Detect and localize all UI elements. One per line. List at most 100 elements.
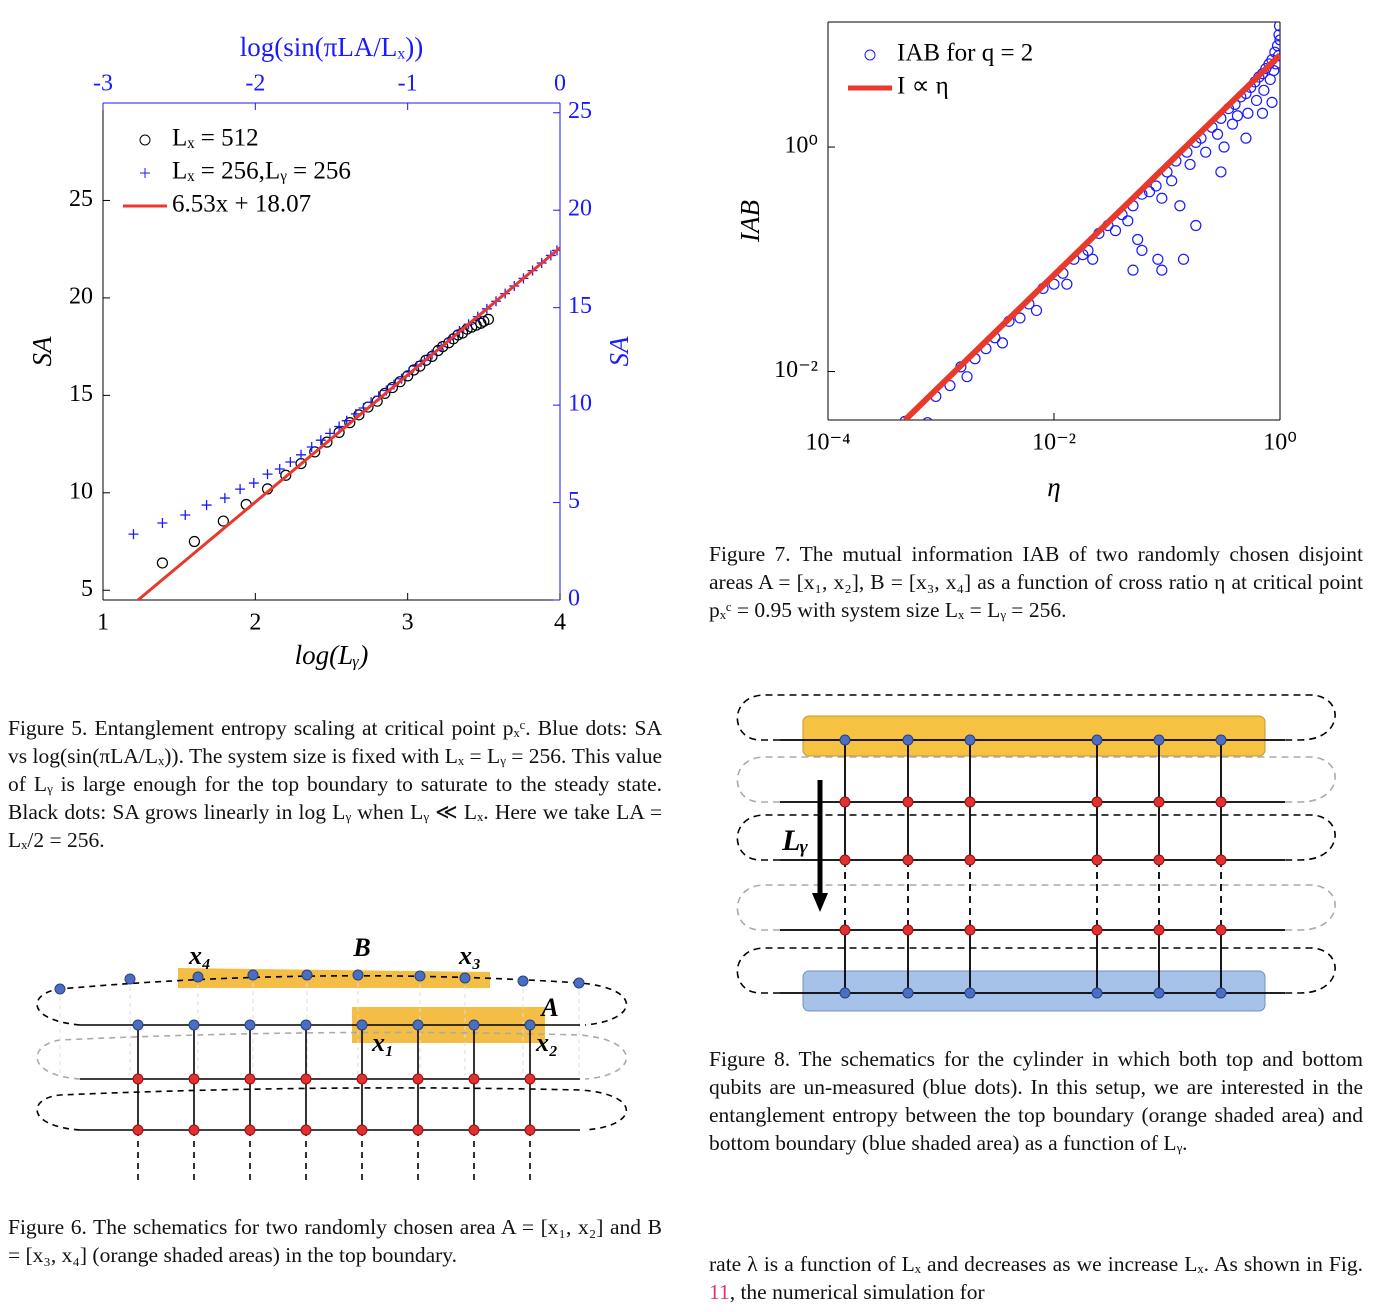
data-point	[296, 449, 307, 460]
plot-area	[899, 22, 1280, 420]
region-label: A	[539, 993, 558, 1022]
qubit	[1215, 734, 1227, 746]
tick-label: -2	[245, 71, 265, 97]
data-point	[217, 515, 229, 527]
region-label: x₂	[535, 1028, 558, 1057]
qubit	[414, 970, 426, 982]
qubit	[839, 734, 851, 746]
tick-label: 4	[554, 610, 566, 636]
qubit	[356, 1019, 368, 1031]
qubit	[964, 854, 976, 866]
data-point	[1166, 175, 1178, 187]
data-point	[1266, 96, 1278, 108]
tick-label: 25	[568, 98, 592, 124]
lattice-boundary	[736, 756, 1336, 803]
data-point	[1231, 110, 1244, 122]
tick-label: 15	[69, 381, 93, 407]
qubit	[468, 1073, 480, 1085]
tick-label: 0	[568, 586, 580, 612]
lattice-boundary	[736, 884, 1336, 931]
data-point	[394, 376, 406, 388]
data-point	[1109, 225, 1122, 237]
data-point	[379, 387, 391, 400]
qubit	[1153, 924, 1165, 936]
qubit	[1215, 924, 1227, 936]
qubit	[839, 854, 851, 866]
qubit	[244, 1073, 256, 1085]
qubit	[459, 972, 471, 984]
qubit	[412, 1019, 424, 1031]
region-label: B	[352, 933, 370, 962]
body-text-run: rate λ is a function of Lₓ and decreases…	[709, 1252, 1363, 1276]
tick-label: 10⁻²	[774, 357, 818, 383]
data-point	[1143, 186, 1156, 198]
qubit	[124, 973, 136, 985]
qubit	[902, 924, 914, 936]
figure-7-caption: Figure 7. The mutual information IAB of …	[709, 542, 1363, 622]
data-point	[1127, 264, 1139, 276]
data-point	[306, 442, 317, 453]
qubit	[524, 1073, 536, 1085]
qubit	[1153, 987, 1165, 999]
figure-reference[interactable]: 11	[709, 1280, 730, 1304]
tick-label: 20	[69, 283, 93, 309]
data-point	[1087, 253, 1099, 265]
region-label: x₁	[371, 1028, 394, 1057]
tick-label: 3	[402, 610, 414, 636]
data-point	[219, 493, 230, 504]
data-point	[1156, 264, 1168, 276]
arrow-head	[812, 893, 828, 912]
qubit	[468, 1124, 480, 1136]
qubit	[1153, 734, 1165, 746]
lattice-boundary	[36, 974, 628, 1026]
qubit	[352, 969, 364, 981]
qubit	[301, 969, 313, 981]
qubit	[1091, 924, 1103, 936]
lattice-boundary	[736, 694, 1336, 741]
data-point	[1122, 215, 1134, 227]
data-point	[1256, 107, 1269, 119]
legend-label: 6.53x + 18.07	[172, 191, 311, 218]
top-boundary	[802, 715, 1266, 757]
tick-label: 15	[568, 293, 592, 319]
tick-label: -3	[93, 71, 113, 97]
data-point	[482, 313, 495, 325]
data-point	[1272, 50, 1280, 62]
qubit	[54, 983, 66, 995]
data-point	[157, 518, 168, 529]
axis-label: Lᵧ	[781, 824, 808, 857]
data-point	[321, 436, 333, 448]
qubit	[132, 1124, 144, 1136]
qubit	[244, 1124, 256, 1136]
tick-label: 5	[568, 488, 580, 514]
data-point	[1200, 146, 1212, 158]
body-text-run: , the numerical simulation for	[729, 1280, 985, 1304]
tick-label: 1	[97, 610, 109, 636]
y-axis-label: SA	[27, 336, 57, 367]
data-point	[1273, 22, 1280, 32]
qubit	[356, 1073, 368, 1085]
tick-label: 0	[554, 71, 566, 97]
qubit	[964, 924, 976, 936]
data-point	[1190, 219, 1202, 232]
tick-label: 10	[69, 478, 93, 504]
qubit	[964, 734, 976, 746]
data-point	[996, 337, 1009, 349]
body-text: rate λ is a function of Lₓ and decreases…	[709, 1250, 1363, 1306]
qubit	[468, 1019, 480, 1031]
tick-label: 5	[81, 576, 93, 602]
qubit	[247, 969, 259, 981]
data-point	[235, 484, 246, 495]
data-point	[156, 557, 169, 569]
tick-label: 10⁻²	[1032, 430, 1076, 456]
lattice-boundary	[736, 947, 1336, 994]
y-axis-label: IAB	[735, 200, 765, 243]
data-point	[961, 371, 973, 383]
qubit	[902, 854, 914, 866]
qubit	[1091, 796, 1103, 808]
data-point	[1242, 107, 1254, 119]
data-point	[1136, 244, 1148, 256]
data-point	[1226, 118, 1239, 130]
x-axis-label: log(Lᵧ)	[295, 640, 369, 670]
